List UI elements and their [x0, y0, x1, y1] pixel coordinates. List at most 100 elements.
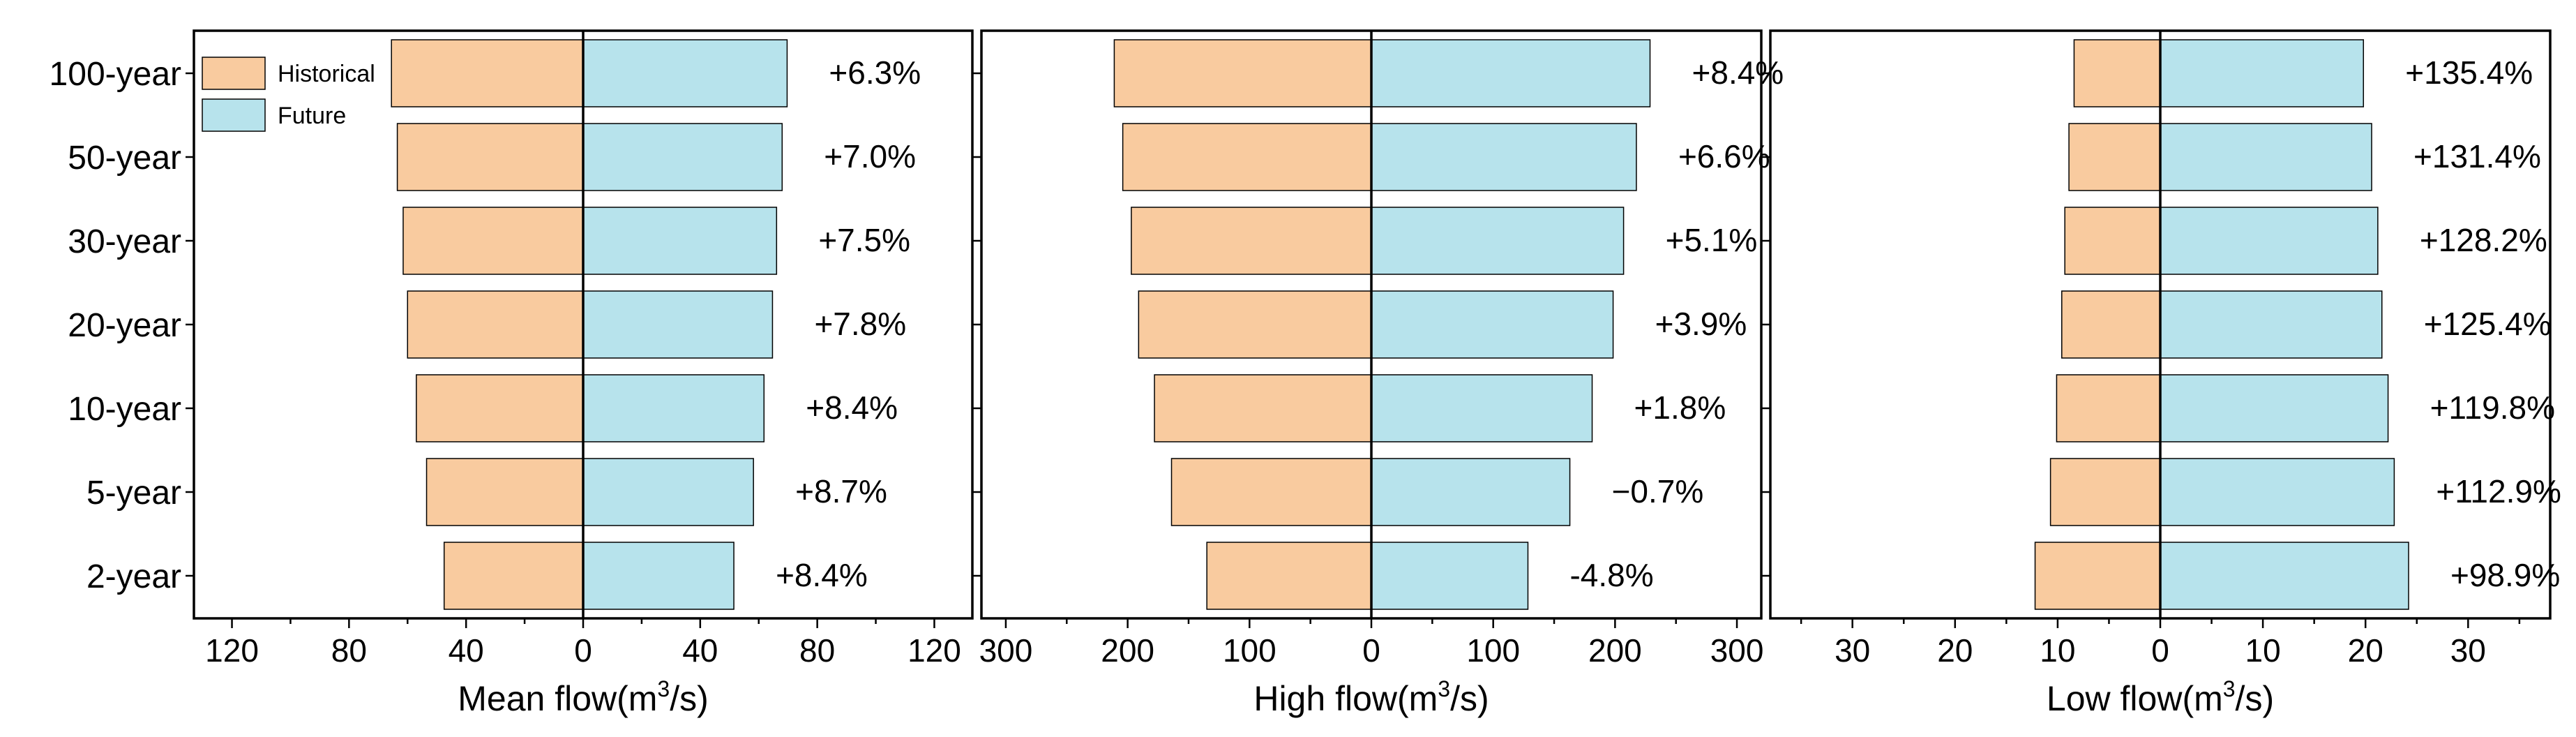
x-axis-title-superscript: 3 — [657, 676, 670, 701]
change-label-30-year: +128.2% — [2420, 222, 2547, 258]
x-tick-label: 10 — [2040, 632, 2075, 669]
bar-future-50-year — [1371, 123, 1637, 191]
bar-historical-20-year — [407, 290, 584, 359]
x-tick-label: 20 — [2348, 632, 2383, 669]
x-tick-label: 200 — [1588, 632, 1642, 669]
bar-future-50-year — [582, 123, 783, 191]
x-tick-label: 30 — [2450, 632, 2486, 669]
x-tick-label: 0 — [574, 632, 592, 669]
panel-mean: +6.3% 100-year +7.0% 50-year +7.5% 30-year +7.… — [50, 29, 974, 718]
legend-label-historical: Historical — [278, 61, 375, 87]
category-label-20-year: 20-year — [68, 307, 181, 344]
category-label-50-year: 50-year — [68, 140, 181, 177]
x-tick-label: 0 — [2151, 632, 2169, 669]
bar-historical-2-year — [2034, 542, 2161, 610]
change-label-20-year: +125.4% — [2424, 306, 2552, 342]
bar-historical-10-year — [1154, 374, 1372, 442]
x-axis-title-superscript: 3 — [2223, 676, 2236, 701]
bar-future-30-year — [1371, 207, 1625, 275]
bar-future-2-year — [582, 542, 735, 610]
bar-future-10-year — [1371, 374, 1593, 442]
x-axis-title-tail: /s) — [670, 679, 709, 718]
legend: Historical Future — [202, 57, 375, 132]
bar-future-5-year — [2160, 458, 2395, 526]
x-tick-label: 20 — [1937, 632, 1973, 669]
change-label-5-year: +8.7% — [795, 473, 887, 509]
change-label-100-year: +135.4% — [2405, 54, 2533, 91]
x-tick-label: 300 — [979, 632, 1033, 669]
bar-historical-100-year — [1113, 39, 1372, 107]
x-tick-label: 100 — [1223, 632, 1276, 669]
bar-historical-30-year — [1131, 207, 1372, 275]
bar-historical-10-year — [416, 374, 584, 442]
change-label-5-year: +112.9% — [2436, 473, 2561, 509]
bar-future-2-year — [1371, 542, 1529, 610]
bar-historical-2-year — [443, 542, 584, 610]
x-tick-label: 120 — [205, 632, 259, 669]
bar-historical-100-year — [391, 39, 584, 107]
x-axis-title: Low flow(m3/s) — [2047, 676, 2274, 718]
bar-future-10-year — [2160, 374, 2389, 442]
legend-swatch-future — [202, 98, 266, 132]
x-axis-title: Mean flow(m3/s) — [458, 676, 709, 718]
change-label-30-year: +5.1% — [1666, 222, 1758, 258]
legend-swatch-historical — [202, 57, 266, 90]
panel-high: +8.4%+6.6%+5.1%+3.9%+1.8%−0.7%-4.8%300 20… — [973, 29, 1784, 718]
x-tick-label: 300 — [1710, 632, 1764, 669]
category-label-10-year: 10-year — [68, 391, 181, 428]
x-tick-label: 100 — [1466, 632, 1520, 669]
x-axis-title-superscript: 3 — [1438, 676, 1450, 701]
x-tick-label: 80 — [331, 632, 367, 669]
bar-future-10-year — [582, 374, 765, 442]
change-label-10-year: +119.8% — [2430, 389, 2555, 426]
category-label-5-year: 5-year — [86, 475, 181, 512]
bar-historical-30-year — [402, 207, 584, 275]
x-tick-label: 0 — [1362, 632, 1380, 669]
bar-future-100-year — [582, 39, 788, 107]
x-axis-title-main: Mean flow(m — [458, 679, 657, 718]
bar-future-30-year — [2160, 207, 2379, 275]
x-axis-title-tail: /s) — [2236, 679, 2275, 718]
change-label-50-year: +131.4% — [2413, 138, 2541, 174]
x-tick-label: 200 — [1101, 632, 1154, 669]
change-label-20-year: +3.9% — [1655, 306, 1747, 342]
legend-label-future: Future — [278, 103, 346, 129]
x-tick-label: 40 — [449, 632, 484, 669]
change-label-10-year: +1.8% — [1634, 389, 1726, 426]
change-label-30-year: +7.5% — [818, 222, 910, 258]
x-tick-label: 120 — [907, 632, 961, 669]
bar-historical-100-year — [2073, 39, 2161, 107]
x-axis-title-main: Low flow(m — [2047, 679, 2223, 718]
bar-historical-30-year — [2064, 207, 2161, 275]
category-label-100-year: 100-year — [50, 56, 181, 93]
bar-historical-5-year — [2049, 458, 2161, 526]
change-label-50-year: +7.0% — [824, 138, 916, 174]
bar-future-20-year — [582, 290, 774, 359]
bar-historical-10-year — [2056, 374, 2161, 442]
bar-future-100-year — [1371, 39, 1651, 107]
bar-future-20-year — [1371, 290, 1614, 359]
bar-historical-50-year — [2068, 123, 2161, 191]
change-label-2-year: -4.8% — [1569, 557, 1653, 593]
x-axis-title-tail: /s) — [1450, 679, 1489, 718]
x-tick-label: 40 — [682, 632, 718, 669]
category-label-30-year: 30-year — [68, 223, 181, 260]
panel-low: +135.4% +131.4% +128.2% +125.4% +119.8% +112.… — [1762, 29, 2561, 718]
x-tick-label: 30 — [1835, 632, 1870, 669]
bar-future-30-year — [582, 207, 778, 275]
x-tick-label: 80 — [799, 632, 835, 669]
x-axis-title-main: High flow(m — [1253, 679, 1438, 718]
change-label-2-year: +98.9% — [2450, 557, 2560, 593]
change-label-10-year: +8.4% — [806, 389, 898, 426]
category-label-2-year: 2-year — [86, 558, 181, 595]
change-label-100-year: +6.3% — [829, 54, 921, 91]
change-label-20-year: +7.8% — [814, 306, 906, 342]
bar-future-20-year — [2160, 290, 2383, 359]
x-axis-title: High flow(m3/s) — [1253, 676, 1489, 718]
bar-future-2-year — [2160, 542, 2409, 610]
bar-historical-2-year — [1206, 542, 1372, 610]
bar-future-5-year — [1371, 458, 1571, 526]
bar-historical-20-year — [1138, 290, 1372, 359]
bar-historical-20-year — [2061, 290, 2161, 359]
bar-historical-5-year — [425, 458, 584, 526]
